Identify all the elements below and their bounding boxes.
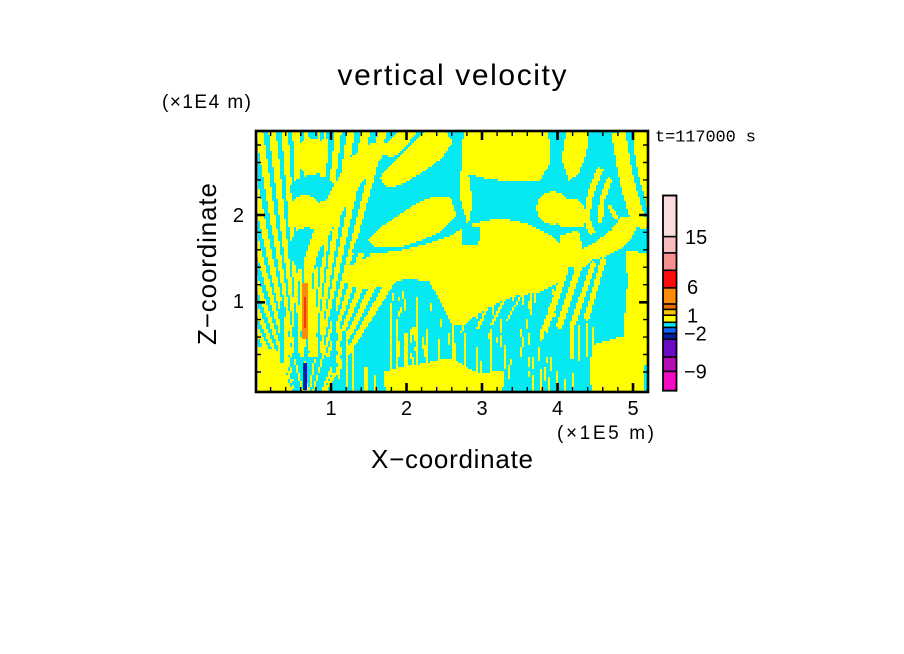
svg-text:t=117000 s: t=117000 s bbox=[655, 129, 756, 148]
svg-text:2: 2 bbox=[233, 205, 244, 227]
svg-text:1: 1 bbox=[687, 306, 698, 328]
svg-text:(×1E4 m): (×1E4 m) bbox=[162, 92, 251, 113]
svg-text:1: 1 bbox=[325, 398, 336, 420]
svg-text:−9: −9 bbox=[684, 362, 707, 384]
svg-text:vertical velocity: vertical velocity bbox=[338, 59, 567, 92]
svg-text:(×1E5 m): (×1E5 m) bbox=[557, 423, 654, 444]
svg-text:6: 6 bbox=[687, 277, 698, 299]
svg-text:2: 2 bbox=[401, 398, 412, 420]
svg-text:X−coordinate: X−coordinate bbox=[371, 444, 533, 474]
svg-text:1: 1 bbox=[233, 291, 244, 313]
svg-text:Z−coordinate: Z−coordinate bbox=[192, 183, 222, 345]
svg-text:3: 3 bbox=[476, 398, 487, 420]
svg-text:15: 15 bbox=[685, 227, 707, 249]
svg-text:5: 5 bbox=[627, 398, 638, 420]
svg-text:4: 4 bbox=[552, 398, 563, 420]
svg-text:−2: −2 bbox=[684, 324, 707, 346]
